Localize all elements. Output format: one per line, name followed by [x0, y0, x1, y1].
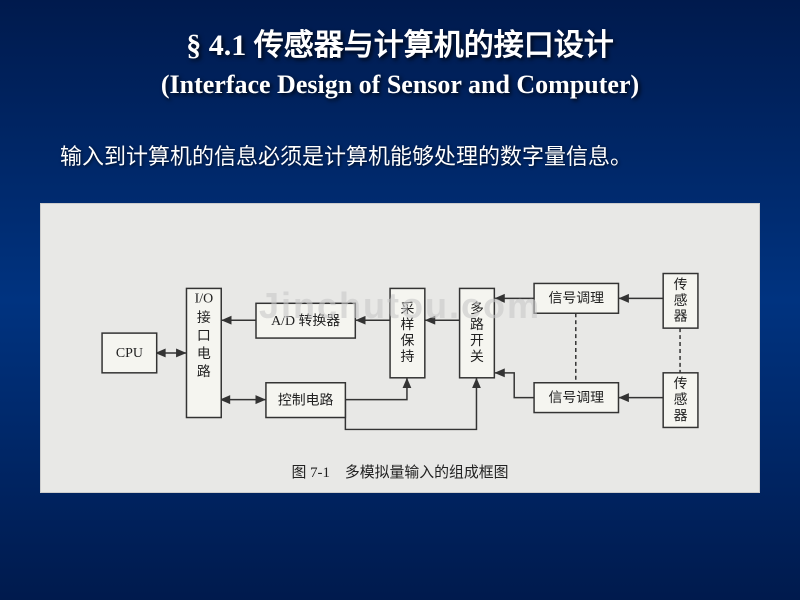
svg-text:持: 持 [400, 349, 414, 365]
svg-text:I/O: I/O [195, 291, 214, 306]
diagram-caption: 图 7-1 多模拟量输入的组成框图 [292, 464, 509, 481]
svg-text:控制电路: 控制电路 [278, 392, 334, 408]
title-english: (Interface Design of Sensor and Computer… [0, 70, 800, 100]
svg-text:路: 路 [197, 364, 211, 380]
slide-title: § 4.1 传感器与计算机的接口设计 (Interface Design of … [0, 0, 800, 100]
body-text: 输入到计算机的信息必须是计算机能够处理的数字量信息。 [0, 100, 800, 193]
block-diagram: CPUI/O接口电路A/D 转换器控制电路采样保持多路开关信号调理信号调理传感器… [41, 204, 759, 492]
svg-text:器: 器 [674, 310, 688, 325]
svg-text:CPU: CPU [116, 346, 143, 361]
svg-text:关: 关 [470, 349, 484, 365]
svg-text:路: 路 [470, 317, 484, 333]
svg-text:采: 采 [400, 301, 414, 317]
svg-text:信号调理: 信号调理 [548, 291, 604, 307]
svg-text:信号调理: 信号调理 [548, 390, 604, 406]
svg-text:口: 口 [197, 329, 211, 344]
svg-text:开: 开 [470, 334, 484, 349]
svg-text:感: 感 [674, 391, 688, 408]
diagram-container: Jinchutou.com CPUI/O接口电路A/D 转换器控制电路采样保持多… [40, 203, 760, 493]
svg-text:器: 器 [674, 409, 688, 424]
svg-text:电: 电 [197, 346, 211, 362]
svg-text:A/D 转换器: A/D 转换器 [271, 312, 340, 329]
svg-text:接: 接 [197, 309, 211, 326]
svg-text:保: 保 [400, 333, 414, 349]
svg-text:感: 感 [674, 292, 688, 309]
svg-text:传: 传 [674, 376, 688, 392]
title-chinese: § 4.1 传感器与计算机的接口设计 [0, 20, 800, 64]
svg-text:多: 多 [470, 300, 484, 317]
svg-text:传: 传 [674, 277, 688, 293]
svg-text:样: 样 [400, 317, 414, 333]
